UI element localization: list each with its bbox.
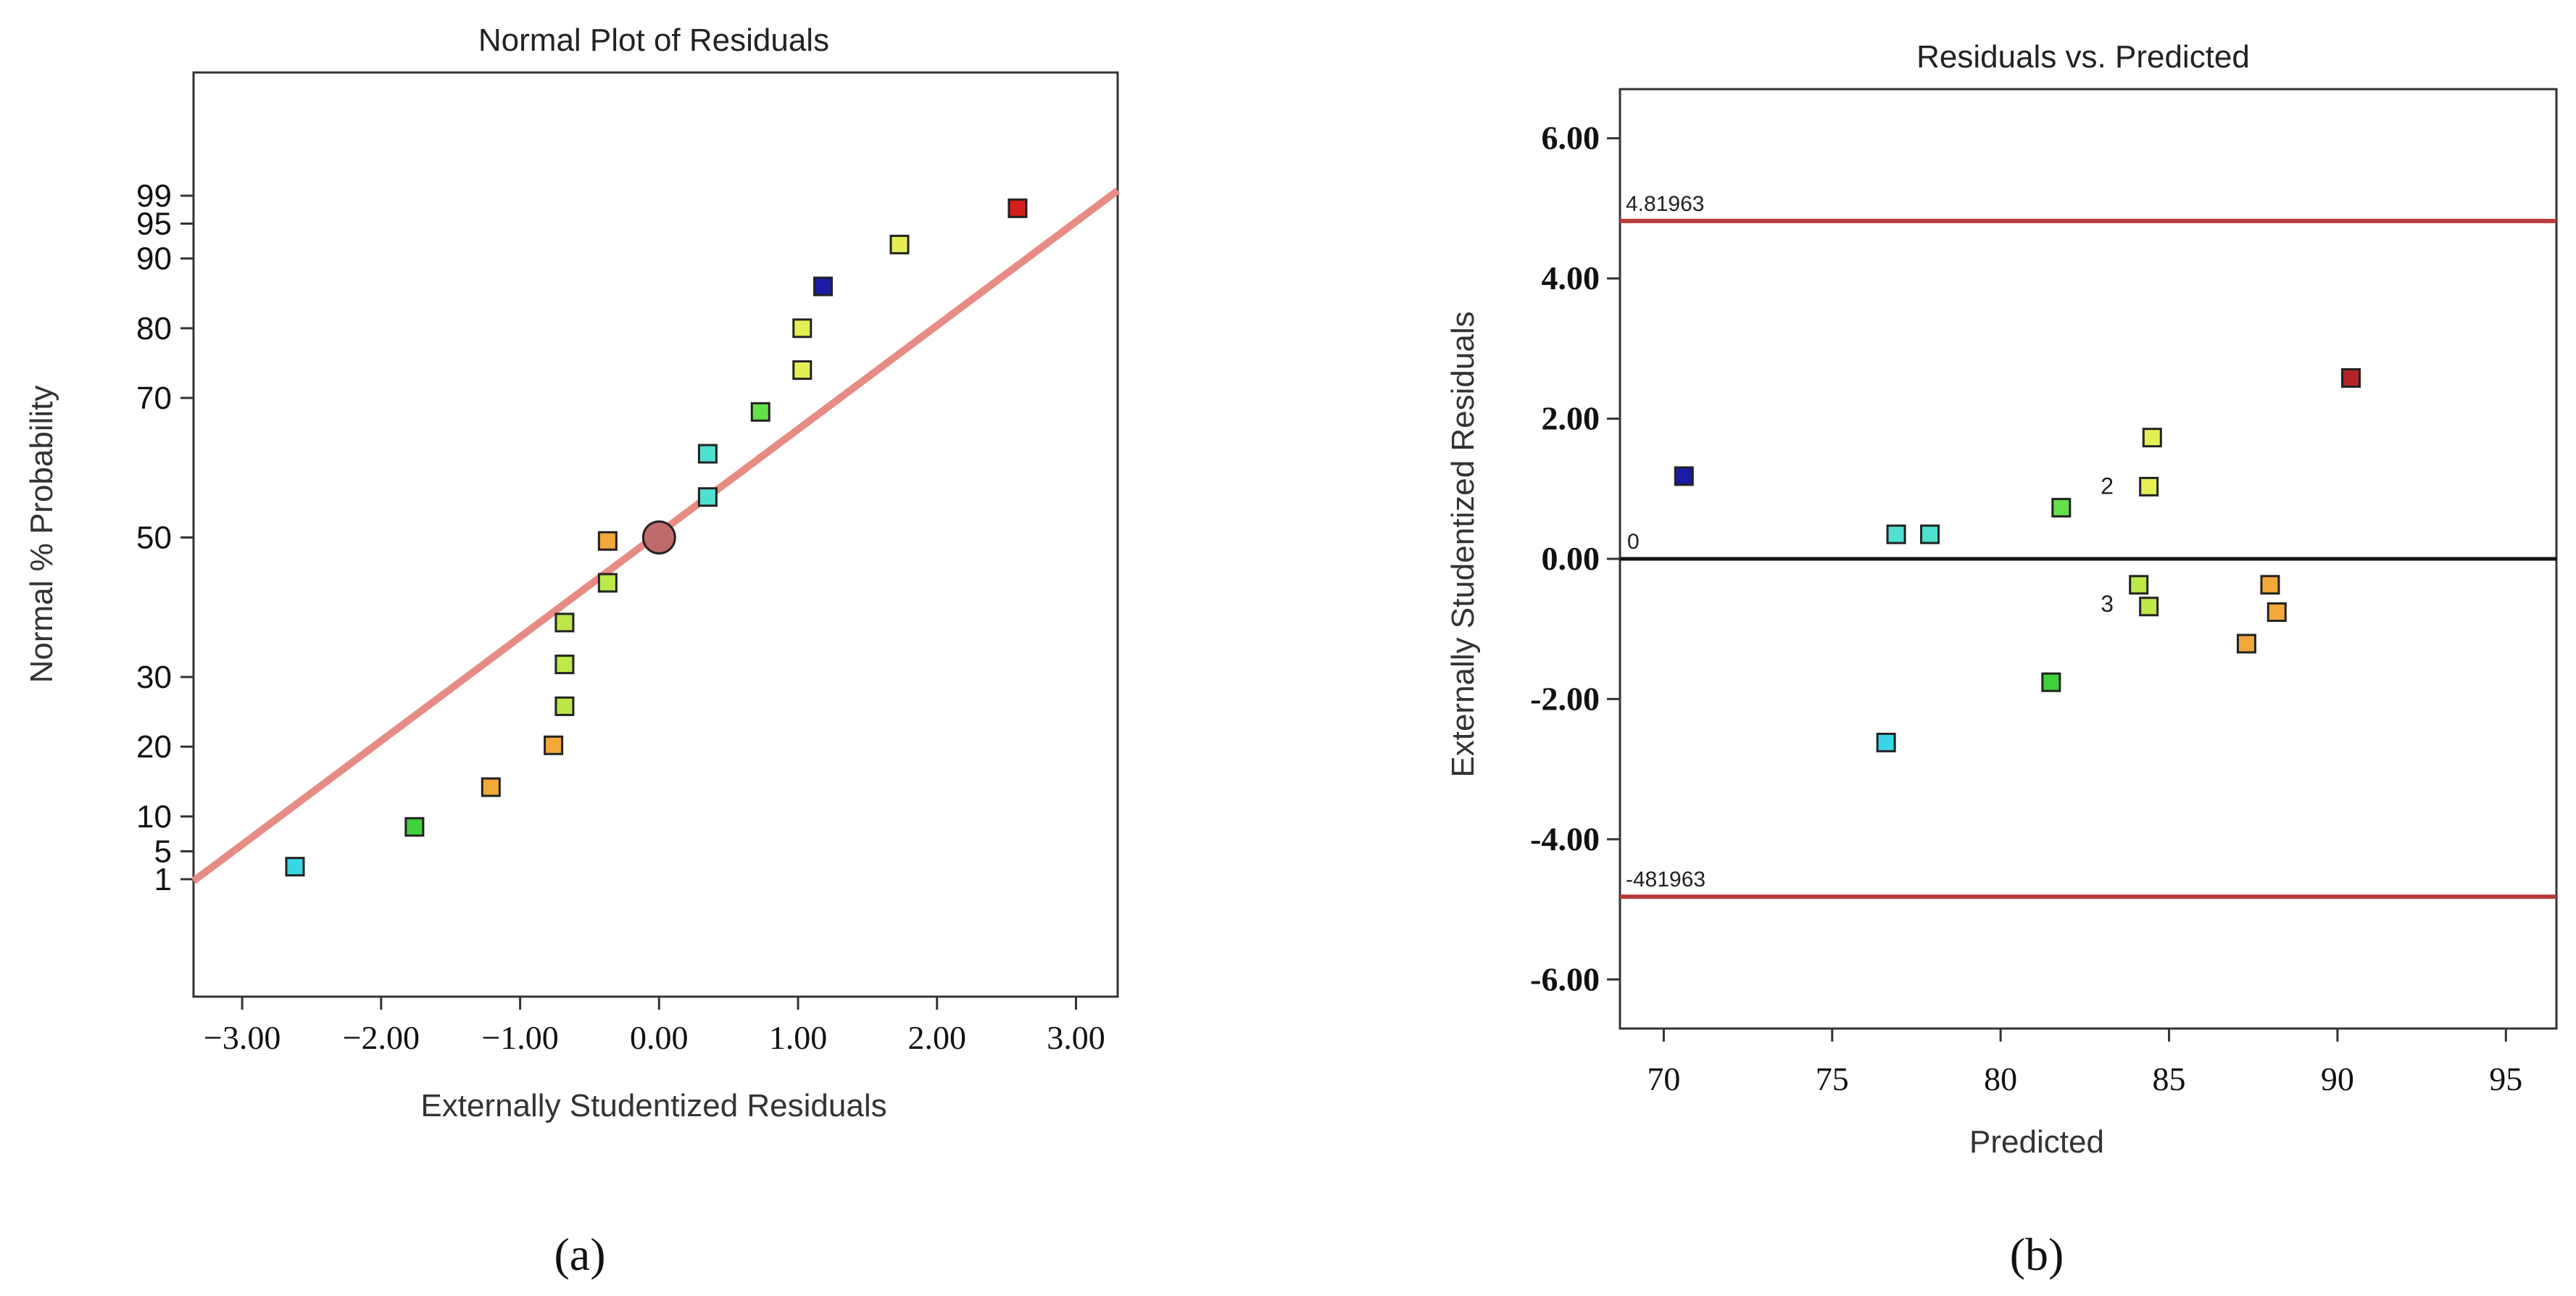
panel-b-data-point xyxy=(1920,524,1940,544)
panel-a-y-tick-label: 70 xyxy=(136,381,172,416)
panel-a-y-tick-label: 95 xyxy=(136,206,172,241)
panel-a-y-tick-label: 90 xyxy=(136,241,172,277)
panel-b-y-tick-label: 6.00 xyxy=(1542,120,1600,157)
panel-a-data-point xyxy=(697,487,718,507)
panel-a-data-point xyxy=(697,444,718,464)
panel-b-data-point xyxy=(2142,428,2162,448)
panel-a-center-marker xyxy=(641,520,676,554)
panel-a-normal-plot: Normal Plot of Residuals −3.00 −2.00 −1.00… xyxy=(24,22,1120,1280)
panel-a-y-tick-label: 50 xyxy=(136,520,172,556)
panel-a-data-point xyxy=(597,531,618,551)
panel-b-y-tick-label: 4.00 xyxy=(1542,259,1600,296)
panel-a-data-point xyxy=(889,234,910,254)
panel-b-x-axis-label: Predicted xyxy=(1969,1124,2104,1160)
panel-a-x-tick-label: 0.00 xyxy=(630,1019,689,1056)
panel-a-marks xyxy=(191,187,1120,884)
panel-b-x-tick-label: 75 xyxy=(1816,1060,1849,1097)
panel-a-data-point xyxy=(554,612,575,633)
panel-b-y-tick-label: -6.00 xyxy=(1530,960,1600,997)
panel-b-data-point xyxy=(2260,575,2280,595)
panel-b-upper-limit-label: 4.81963 xyxy=(1626,192,1704,216)
panel-b-label: (b) xyxy=(2010,1229,2064,1280)
panel-a-y-tick-label: 10 xyxy=(136,799,172,834)
panel-b-x-tick-label: 80 xyxy=(1984,1060,2017,1097)
panel-b-lower-limit-label: -481963 xyxy=(1626,868,1705,892)
panel-a-data-point xyxy=(597,573,618,593)
panel-b-data-point xyxy=(2129,575,2149,595)
panel-a-data-point xyxy=(792,360,813,381)
panel-b-x-tick-label: 95 xyxy=(2489,1060,2522,1097)
panel-a-label: (a) xyxy=(554,1229,605,1280)
panel-a-data-point xyxy=(285,857,305,877)
panel-a-x-tick-label: 3.00 xyxy=(1047,1019,1105,1056)
panel-a-y-tick-label: 30 xyxy=(136,660,172,695)
panel-b-data-point xyxy=(1674,466,1694,486)
panel-b-x-tick-label: 85 xyxy=(2153,1060,2186,1097)
panel-a-x-tick-label: −1.00 xyxy=(481,1019,558,1056)
panel-a-x-tick-label: −2.00 xyxy=(343,1019,420,1056)
panel-b-x-tick-label: 90 xyxy=(2321,1060,2354,1097)
panel-a-title: Normal Plot of Residuals xyxy=(478,22,829,58)
panel-b-title: Residuals vs. Predicted xyxy=(1916,39,2250,75)
panel-a-y-tick-label: 99 xyxy=(136,178,172,214)
panel-a-y-tick-label: 5 xyxy=(154,834,172,870)
panel-b-marks: 4.81963 -481963 0 2 3 xyxy=(1620,192,2556,900)
panel-b-y-tick-label: 2.00 xyxy=(1542,400,1600,437)
panel-a-data-point xyxy=(544,735,564,755)
panel-a-data-point xyxy=(750,402,770,422)
panel-b-data-point xyxy=(2236,634,2256,654)
panel-a-y-axis-label: Normal % Probability xyxy=(24,386,59,684)
panel-a-data-point xyxy=(481,777,501,797)
panel-b-zero-label: 0 xyxy=(1627,530,1640,554)
panel-b-y-tick-label: -2.00 xyxy=(1530,680,1600,717)
panel-a-data-point xyxy=(792,318,813,338)
panel-b-y-axis-label: Externally Studentized Residuals xyxy=(1445,311,1481,777)
panel-b-point-count-label: 3 xyxy=(2101,591,2114,617)
panel-a-data-point xyxy=(813,276,834,296)
panel-a-x-tick-label: −3.00 xyxy=(204,1019,281,1056)
panel-a-x-tick-label: 1.00 xyxy=(769,1019,828,1056)
panel-b-data-point xyxy=(1876,732,1896,752)
panel-a-data-point xyxy=(404,817,425,837)
panel-b-data-point xyxy=(2139,476,2159,497)
panel-a-data-point xyxy=(1007,198,1028,218)
panel-b-data-point xyxy=(2051,497,2072,518)
panel-b-point-count-label: 2 xyxy=(2101,473,2114,499)
panel-b-axes: 70 75 80 85 90 95 6.00 4.00 2.00 0.00 -2.00 -4.00 -6… xyxy=(1530,120,2522,1097)
panel-a-y-tick-label: 80 xyxy=(136,311,172,346)
panel-a-data-point xyxy=(554,696,575,716)
panel-b-data-point xyxy=(2341,367,2361,388)
panel-a-y-tick-label: 20 xyxy=(136,729,172,765)
panel-b-y-tick-label: 0.00 xyxy=(1542,540,1600,577)
panel-b-y-tick-label: -4.00 xyxy=(1530,821,1600,857)
panel-a-x-axis-label: Externally Studentized Residuals xyxy=(420,1088,886,1123)
panel-b-x-tick-label: 70 xyxy=(1647,1060,1680,1097)
panel-b-residuals-vs-predicted: Residuals vs. Predicted 70 75 80 85 90 95 6.00… xyxy=(1445,39,2558,1280)
panel-a-data-point xyxy=(554,655,575,675)
panel-b-data-point xyxy=(1886,524,1906,544)
panel-b-data-point xyxy=(2139,597,2159,617)
panel-a-y-tick-label: 1 xyxy=(154,862,172,897)
panel-b-data-point xyxy=(2041,672,2061,692)
panel-b-data-point xyxy=(2267,602,2287,623)
panel-a-x-tick-label: 2.00 xyxy=(908,1019,967,1056)
